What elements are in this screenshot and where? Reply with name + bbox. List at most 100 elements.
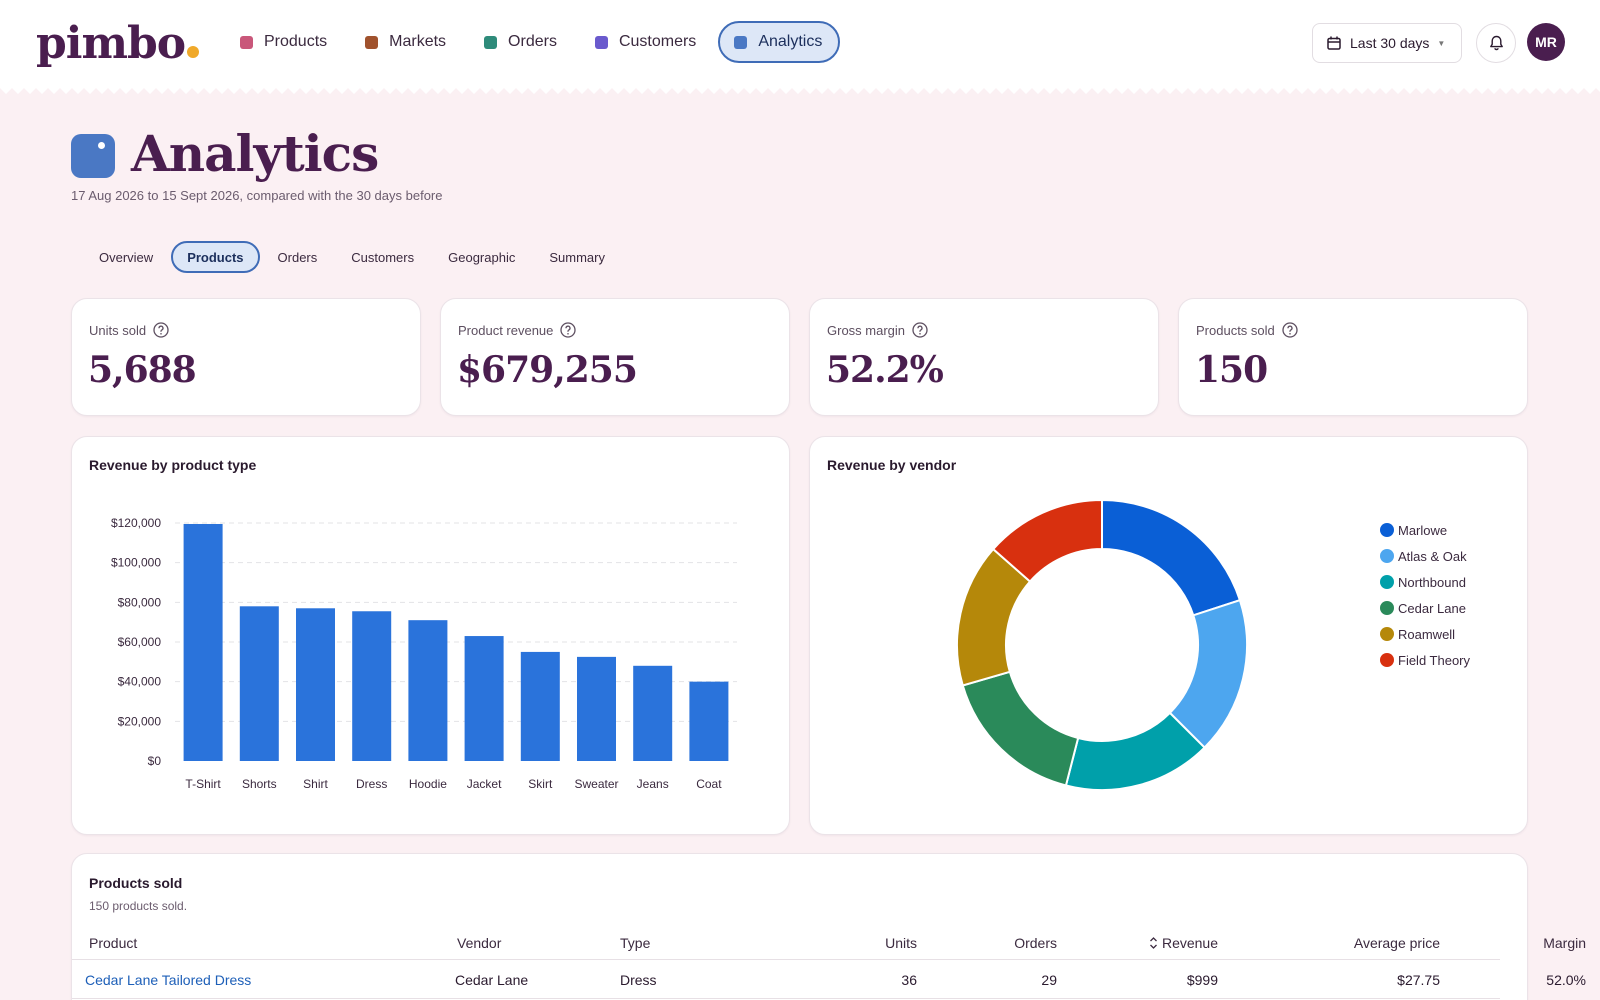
legend-swatch [1380, 627, 1394, 641]
col-revenue[interactable]: Revenue [1062, 926, 1218, 959]
bar [464, 636, 504, 761]
date-range-button[interactable]: Last 30 days ▼ [1312, 23, 1462, 63]
chevron-down-icon: ▼ [1437, 38, 1446, 48]
date-range-label: Last 30 days [1350, 35, 1430, 51]
logo[interactable]: pimbo [36, 14, 200, 70]
bar [183, 523, 223, 761]
table-subtitle: 150 products sold. [89, 899, 188, 913]
x-tick-label: T-Shirt [185, 777, 221, 791]
legend-swatch [1380, 523, 1394, 537]
legend-label: Field Theory [1398, 652, 1471, 668]
table-title: Products sold [89, 875, 183, 891]
kpi-label-text: Products sold [1196, 322, 1275, 338]
legend-item[interactable]: Northbound [1380, 569, 1470, 595]
help-icon[interactable] [912, 322, 928, 338]
legend-swatch [1380, 549, 1394, 563]
logo-text: pimbo [36, 18, 186, 69]
y-tick-label: $0 [148, 754, 162, 768]
col-units[interactable]: Units [885, 934, 917, 951]
bar-chart: $0 $20,000 $40,000 $60,000 $80,000 $100,000 $1… [111, 516, 737, 791]
donut-chart [956, 498, 1248, 791]
tab-orders[interactable]: Orders [277, 249, 318, 265]
legend-swatch [1380, 575, 1394, 589]
kpi-value: 150 [1195, 349, 1268, 391]
nav-markets[interactable]: Markets [349, 21, 464, 63]
x-tick-label: Coat [696, 777, 722, 791]
y-tick-label: $40,000 [118, 675, 162, 689]
y-tick-label: $20,000 [118, 714, 162, 728]
nav-label: Markets [389, 33, 447, 50]
orders-nav-icon [484, 35, 498, 49]
kpi-value: 5,688 [88, 349, 197, 391]
revenue-by-vendor-card: Revenue by vendor Marlowe Atlas & Oak Nort… [809, 436, 1528, 835]
revenue-cell: $999 [1186, 971, 1218, 988]
col-orders[interactable]: Orders [1014, 934, 1057, 951]
legend-item[interactable]: Cedar Lane [1380, 595, 1470, 621]
kpi-value: 52.2% [826, 349, 944, 391]
analytics-tabs: Overview Products Orders Customers Geogr… [83, 241, 621, 273]
x-tick-label: Jeans [637, 777, 669, 791]
tab-customers[interactable]: Customers [351, 249, 415, 265]
nav-label: Orders [508, 33, 557, 50]
y-tick-label: $100,000 [111, 556, 161, 570]
tab-overview[interactable]: Overview [99, 249, 154, 265]
x-tick-label: Jacket [467, 777, 502, 791]
help-icon[interactable] [560, 322, 577, 338]
product-link[interactable]: Cedar Lane Tailored Dress [85, 971, 252, 988]
y-tick-label: $80,000 [118, 595, 162, 609]
legend-item[interactable]: Marlowe [1380, 517, 1470, 543]
vendor-cell: Cedar Lane [455, 971, 529, 988]
average-price-cell: $27.75 [1397, 971, 1440, 988]
chart-title: Revenue by product type [89, 457, 257, 473]
markets-nav-icon [365, 35, 379, 49]
legend-swatch [1380, 653, 1394, 667]
tab-summary[interactable]: Summary [549, 249, 605, 265]
kpi-card-products-sold: Products sold 150 [1178, 298, 1528, 416]
x-tick-label: Sweater [574, 777, 618, 791]
col-margin[interactable]: Margin [1543, 934, 1586, 951]
col-product[interactable]: Product [89, 934, 138, 951]
nav-analytics[interactable]: Analytics [718, 21, 841, 63]
tab-geographic[interactable]: Geographic [448, 249, 516, 265]
table-row[interactable]: Cedar Lane Tailored Dress Cedar Lane Dre… [72, 961, 1586, 999]
nav-orders[interactable]: Orders [468, 21, 575, 63]
legend-item[interactable]: Roamwell [1380, 621, 1470, 647]
avatar[interactable]: MR [1527, 23, 1565, 61]
kpi-value: $679,255 [457, 349, 638, 391]
kpi-label: Units sold [89, 322, 169, 338]
nav-customers[interactable]: Customers [579, 21, 714, 63]
notifications-button[interactable] [1476, 23, 1516, 63]
kpi-label: Products sold [1196, 322, 1298, 338]
legend-item[interactable]: Atlas & Oak [1380, 543, 1470, 569]
type-cell: Dress [620, 971, 657, 988]
legend-label: Roamwell [1398, 626, 1456, 642]
calendar-icon [1327, 36, 1341, 50]
kpi-card-units-sold: Units sold 5,688 [71, 298, 421, 416]
col-vendor[interactable]: Vendor [457, 934, 502, 951]
legend-item[interactable]: Field Theory [1380, 647, 1470, 673]
col-average-price[interactable]: Average price [1353, 934, 1440, 951]
page-subtitle: 17 Aug 2026 to 15 Sept 2026, compared wi… [71, 188, 443, 203]
x-tick-label: Shirt [303, 777, 328, 791]
page-title: Analytics [131, 124, 379, 183]
nav-products[interactable]: Products [224, 21, 345, 63]
help-icon[interactable] [153, 322, 169, 338]
legend-label: Marlowe [1398, 522, 1448, 538]
customers-nav-icon [594, 35, 608, 49]
donut-slice [961, 670, 1080, 787]
bar [689, 681, 729, 761]
products-nav-icon [240, 35, 253, 49]
y-tick-label: $60,000 [118, 635, 162, 649]
help-icon[interactable] [1282, 322, 1298, 338]
kpi-card-gross-margin: Gross margin 52.2% [809, 298, 1159, 416]
table-header: Product Vendor Type Units Orders Revenue… [72, 926, 1586, 960]
col-type[interactable]: Type [620, 934, 651, 951]
main-nav: Products Markets Orders Customers Analyt… [224, 21, 841, 63]
legend-label: Atlas & Oak [1398, 548, 1467, 564]
x-tick-label: Hoodie [409, 777, 447, 791]
logo-dot [187, 46, 200, 58]
tab-products[interactable]: Products [171, 241, 260, 273]
x-tick-label: Dress [356, 777, 387, 791]
bar [633, 665, 673, 761]
sort-icon [1149, 936, 1157, 949]
